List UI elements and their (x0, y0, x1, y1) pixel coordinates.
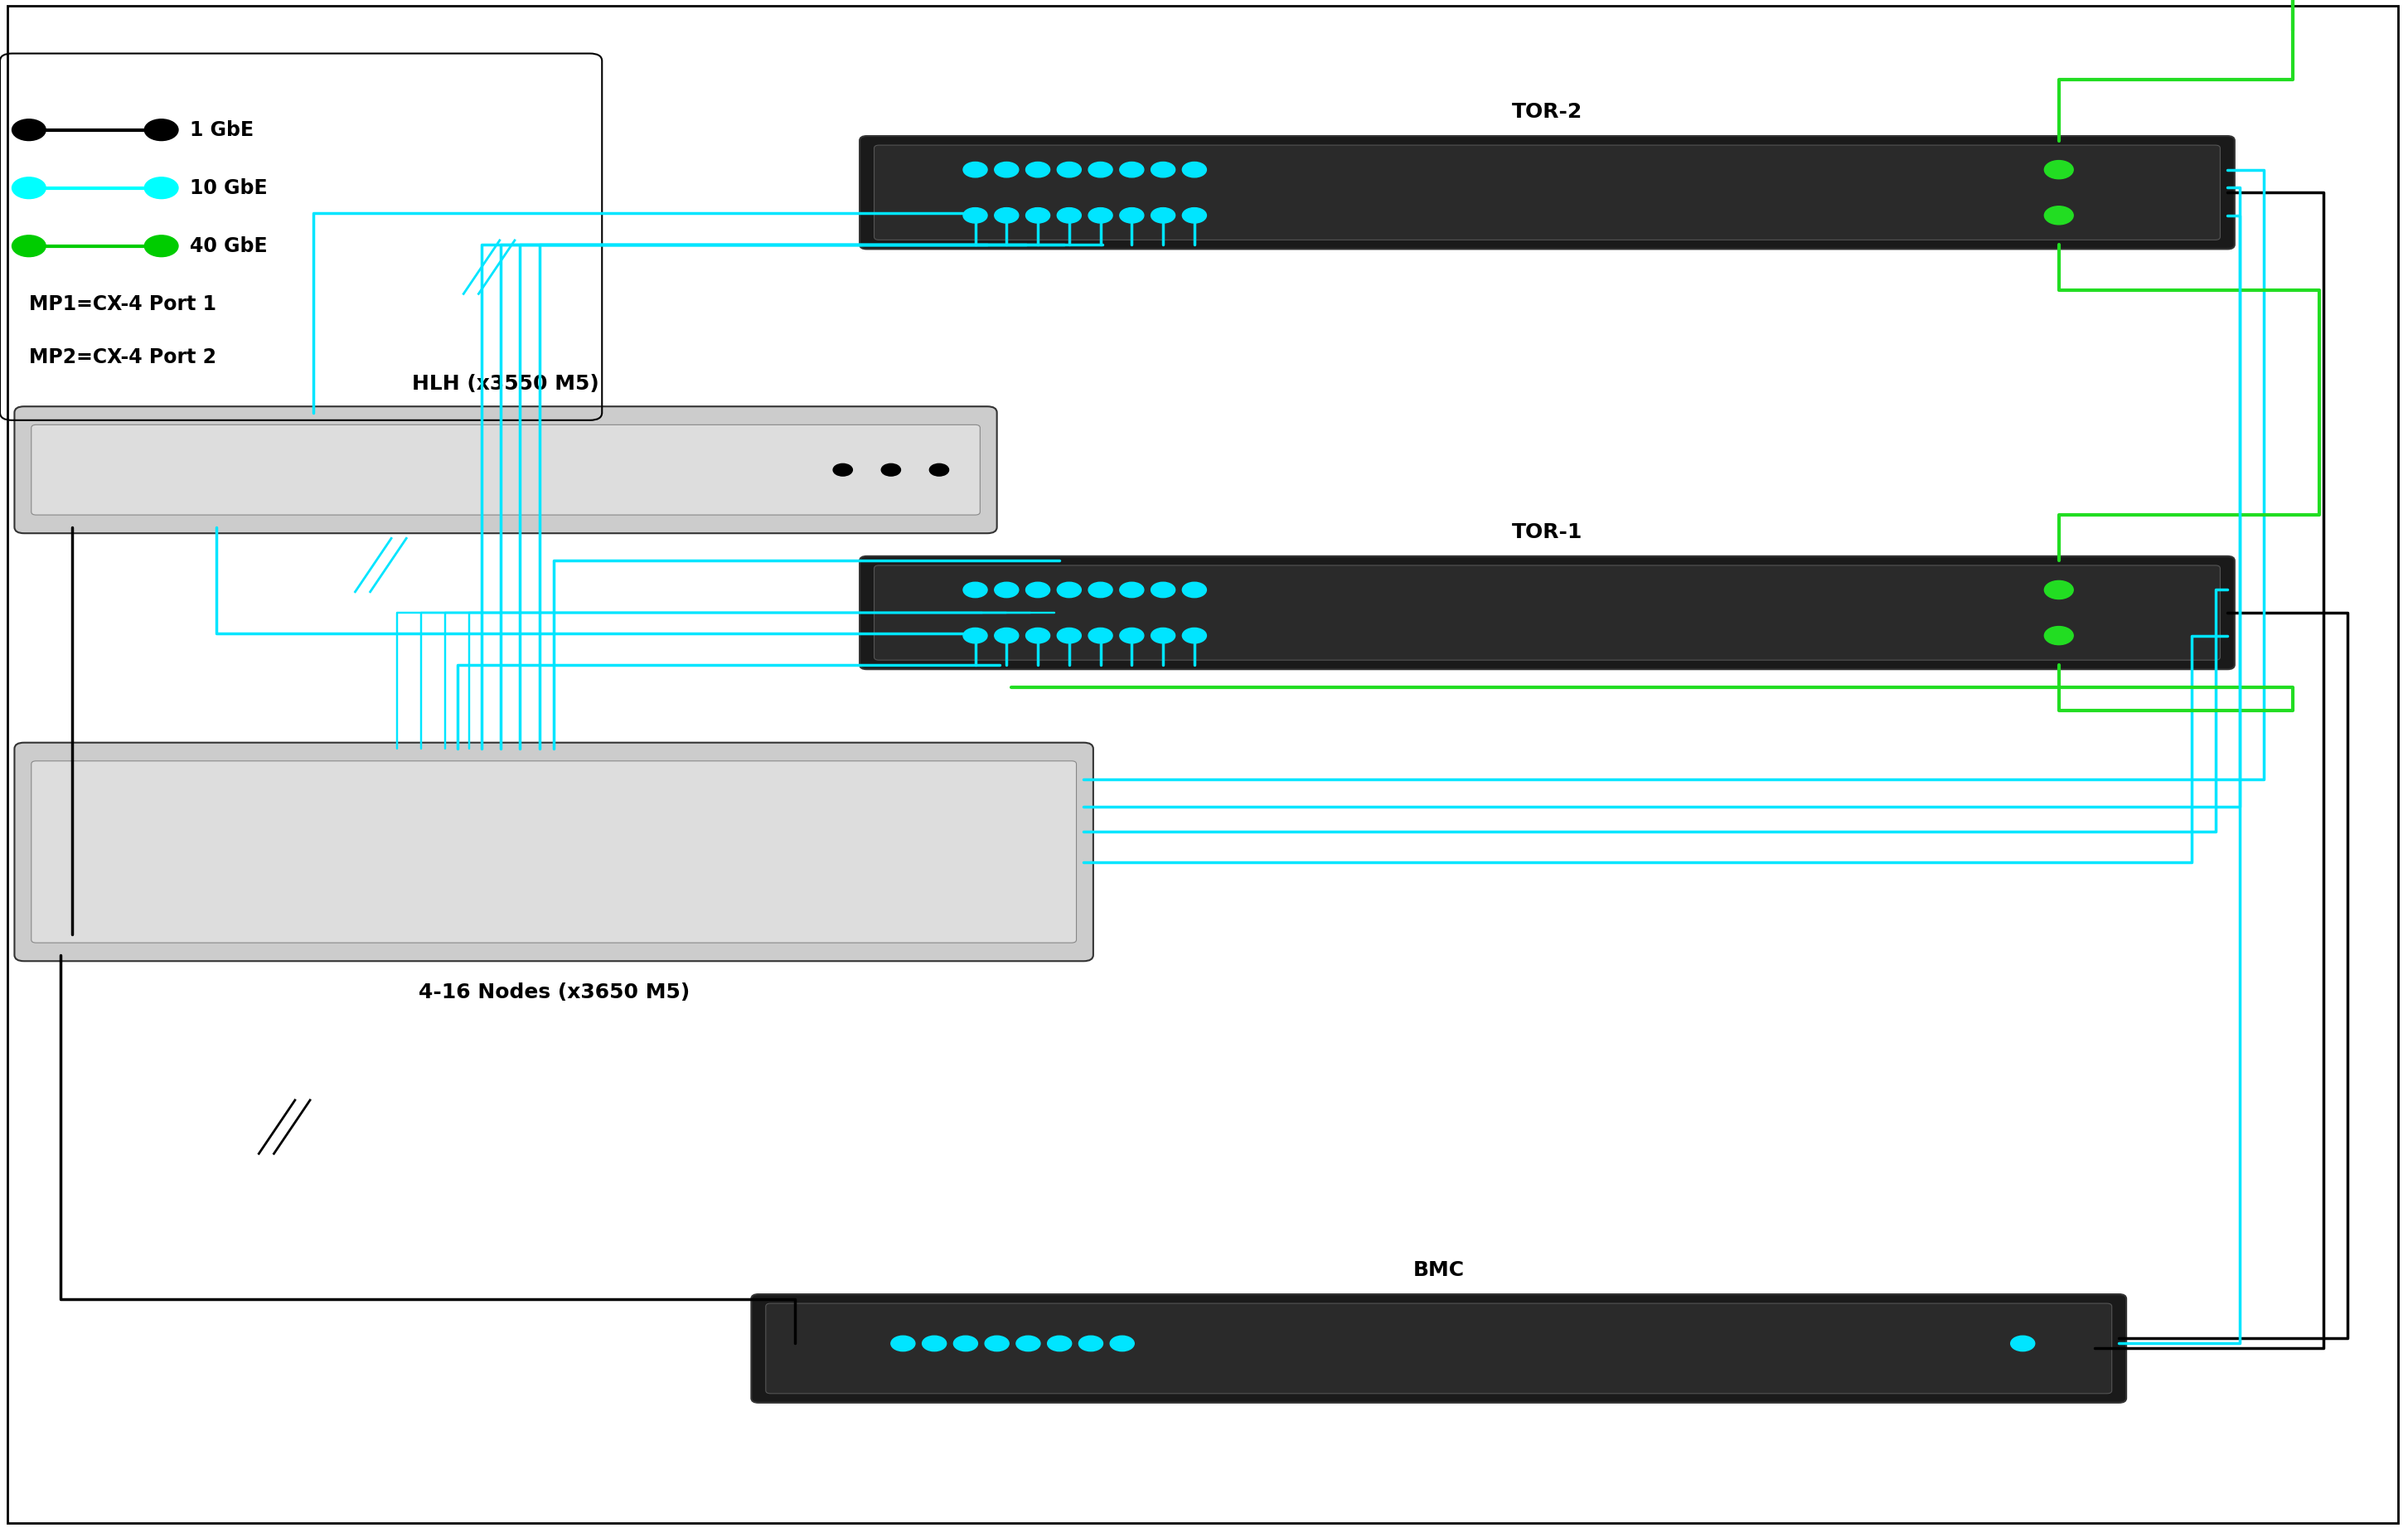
Circle shape (995, 208, 1019, 223)
Circle shape (1026, 208, 1050, 223)
Circle shape (833, 465, 852, 477)
Circle shape (12, 177, 46, 199)
Circle shape (1182, 628, 1206, 643)
Circle shape (12, 235, 46, 257)
Circle shape (12, 119, 46, 141)
Circle shape (144, 235, 178, 257)
Circle shape (954, 1335, 978, 1351)
Circle shape (1088, 628, 1112, 643)
Circle shape (1026, 628, 1050, 643)
Text: 10 GbE: 10 GbE (190, 177, 267, 199)
Circle shape (2044, 206, 2073, 225)
Circle shape (1120, 208, 1144, 223)
Circle shape (1151, 582, 1175, 597)
Text: TOR-1: TOR-1 (1512, 523, 1582, 542)
Circle shape (963, 628, 987, 643)
Circle shape (1151, 162, 1175, 177)
Circle shape (1047, 1335, 1072, 1351)
Circle shape (1151, 208, 1175, 223)
Circle shape (1120, 582, 1144, 597)
Circle shape (995, 628, 1019, 643)
Circle shape (144, 119, 178, 141)
Text: TOR-2: TOR-2 (1512, 102, 1582, 122)
Circle shape (1079, 1335, 1103, 1351)
Circle shape (2011, 1335, 2035, 1351)
Circle shape (1182, 582, 1206, 597)
Circle shape (963, 582, 987, 597)
Circle shape (922, 1335, 946, 1351)
Circle shape (995, 582, 1019, 597)
Circle shape (985, 1335, 1009, 1351)
Text: MP2=CX-4 Port 2: MP2=CX-4 Port 2 (29, 347, 217, 368)
Circle shape (1182, 162, 1206, 177)
Text: HLH (x3550 M5): HLH (x3550 M5) (412, 374, 600, 394)
Circle shape (144, 177, 178, 199)
Circle shape (963, 162, 987, 177)
FancyBboxPatch shape (860, 556, 2235, 669)
Circle shape (1151, 628, 1175, 643)
Circle shape (1120, 628, 1144, 643)
Circle shape (1110, 1335, 1134, 1351)
Circle shape (1057, 628, 1081, 643)
Circle shape (1088, 582, 1112, 597)
Circle shape (891, 1335, 915, 1351)
FancyBboxPatch shape (874, 145, 2220, 240)
Text: BMC: BMC (1413, 1261, 1464, 1280)
Circle shape (1057, 162, 1081, 177)
FancyBboxPatch shape (14, 406, 997, 533)
Circle shape (1182, 208, 1206, 223)
FancyBboxPatch shape (14, 743, 1093, 961)
Circle shape (929, 465, 949, 477)
Circle shape (2044, 626, 2073, 645)
FancyBboxPatch shape (31, 761, 1076, 943)
Circle shape (1026, 162, 1050, 177)
Circle shape (1120, 162, 1144, 177)
FancyBboxPatch shape (751, 1294, 2126, 1403)
FancyBboxPatch shape (860, 136, 2235, 249)
Circle shape (1016, 1335, 1040, 1351)
Circle shape (963, 208, 987, 223)
Text: MP1=CX-4 Port 1: MP1=CX-4 Port 1 (29, 293, 217, 315)
Circle shape (1057, 208, 1081, 223)
FancyBboxPatch shape (31, 425, 980, 515)
FancyBboxPatch shape (766, 1303, 2112, 1394)
Text: 4-16 Nodes (x3650 M5): 4-16 Nodes (x3650 M5) (419, 983, 689, 1002)
Circle shape (1088, 162, 1112, 177)
Text: 40 GbE: 40 GbE (190, 235, 267, 257)
Circle shape (1026, 582, 1050, 597)
Circle shape (2044, 581, 2073, 599)
Text: 1 GbE: 1 GbE (190, 119, 255, 141)
Circle shape (881, 465, 901, 477)
Circle shape (1088, 208, 1112, 223)
FancyBboxPatch shape (874, 565, 2220, 660)
Circle shape (995, 162, 1019, 177)
Circle shape (1057, 582, 1081, 597)
Circle shape (2044, 160, 2073, 179)
